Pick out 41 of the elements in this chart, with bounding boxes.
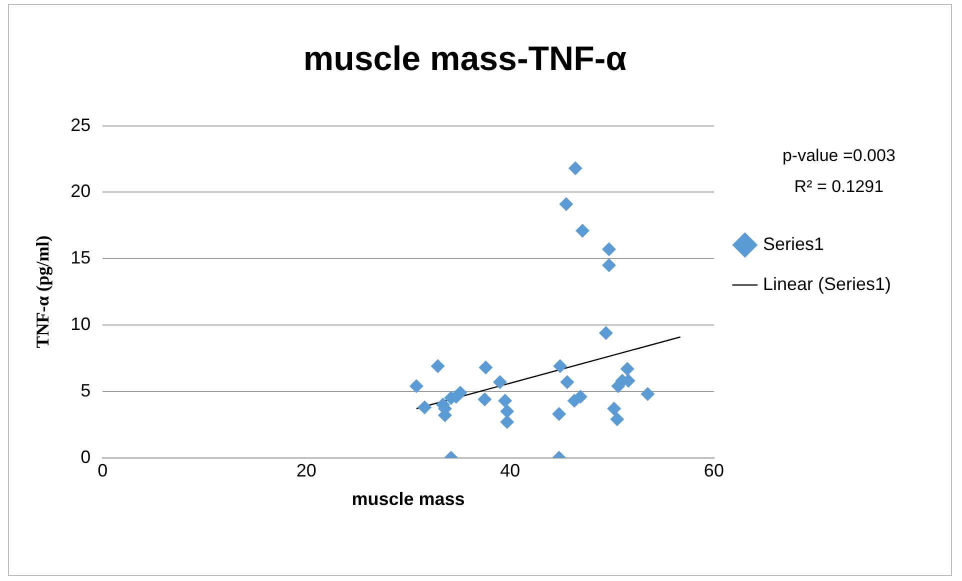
text: p-value =0.003 <box>782 146 896 165</box>
point <box>553 359 568 374</box>
point <box>552 406 566 421</box>
legend-label: Series1 <box>762 234 824 254</box>
y-tick-label: 20 <box>70 181 91 202</box>
y-tick-label: 15 <box>70 248 91 268</box>
point <box>598 326 613 340</box>
point <box>602 242 616 256</box>
x-axis-title: muscle mass <box>352 489 465 510</box>
x-tick-label: 40 <box>500 460 520 481</box>
point <box>409 379 424 394</box>
point <box>640 387 655 402</box>
point <box>500 404 514 418</box>
point <box>478 360 493 374</box>
point <box>576 224 590 238</box>
point <box>573 390 588 404</box>
y-axis-title: TNF-α (pg/ml) <box>32 236 52 348</box>
point <box>610 412 624 426</box>
x-tick-label: 0 <box>98 460 108 481</box>
point <box>430 359 445 374</box>
point <box>498 394 512 408</box>
point <box>500 414 514 429</box>
point <box>560 375 574 390</box>
text: R² = 0.1291 <box>794 177 884 196</box>
y-tick-label: 5 <box>80 380 91 400</box>
y-tick-label: 10 <box>70 314 91 334</box>
legend-label: Linear (Series1) <box>762 274 892 294</box>
point <box>418 400 432 414</box>
point <box>602 258 616 272</box>
point <box>492 375 507 390</box>
point <box>453 386 468 400</box>
point <box>478 392 492 406</box>
x-tick-label: 20 <box>296 460 316 481</box>
x-tick-label: 60 <box>704 460 724 481</box>
point <box>559 197 574 212</box>
chart-title: muscle mass-TNF-α <box>303 40 627 78</box>
point <box>607 402 622 416</box>
y-tick-label: 0 <box>80 446 91 467</box>
y-tick-label: 25 <box>70 114 91 135</box>
point <box>568 161 582 176</box>
point <box>620 362 634 376</box>
